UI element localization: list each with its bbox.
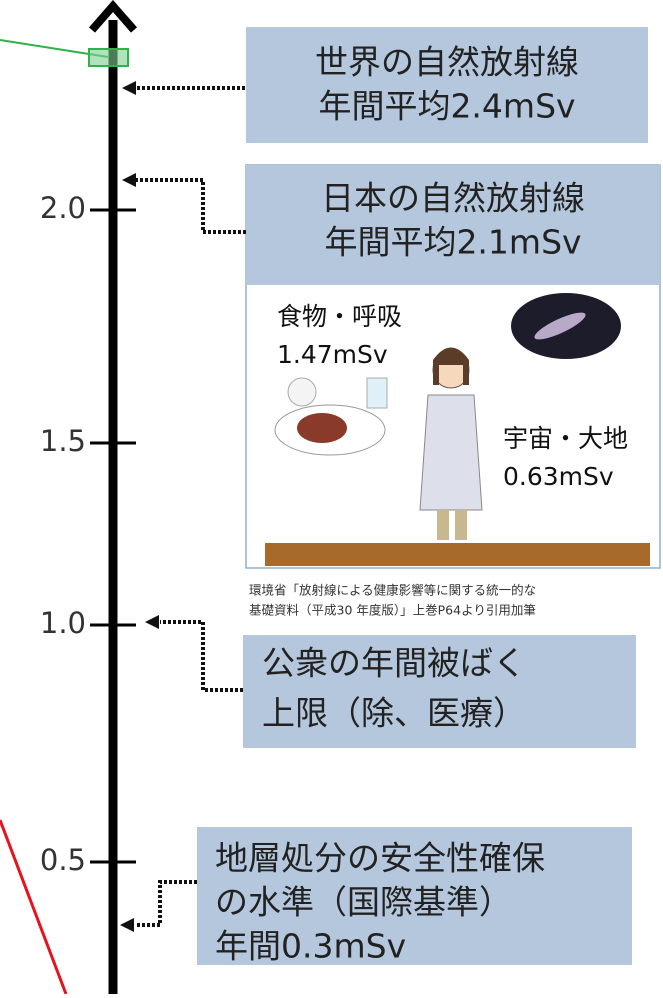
box — [246, 165, 660, 285]
box — [243, 635, 636, 748]
galaxy-core — [534, 312, 586, 340]
illustration-label: 0.63mSv — [503, 462, 614, 491]
tick-label: 1.0 — [40, 606, 86, 640]
body — [419, 394, 483, 511]
box-text: 日本の自然放射線 — [321, 179, 585, 218]
illustration-label: 宇宙・大地 — [503, 424, 628, 453]
box-text: の水準（国際基準） — [215, 883, 512, 922]
glass — [366, 377, 388, 409]
tick-label: 0.5 — [40, 843, 86, 877]
arrow — [135, 178, 246, 234]
ground — [265, 543, 650, 566]
tick-label: 2.0 — [40, 191, 86, 225]
box — [197, 827, 632, 965]
leg — [455, 510, 467, 540]
box-text: 年間0.3mSv — [215, 927, 406, 966]
arrow — [135, 880, 197, 927]
box-text: 地層処分の安全性確保 — [215, 839, 545, 878]
box-text: 世界の自然放射線 — [315, 43, 579, 82]
box-text: 年間平均2.4mSv — [318, 87, 575, 126]
food — [297, 413, 347, 443]
arrow-head — [122, 173, 136, 187]
arrow — [160, 620, 243, 692]
axis-arrow — [88, 0, 138, 33]
illustration-label: 1.47mSv — [277, 340, 388, 369]
leg — [437, 510, 449, 540]
illustration-label: 食物・呼吸 — [277, 302, 402, 331]
box-text: 上限（除、医療） — [262, 694, 526, 733]
arrow-head — [122, 81, 136, 95]
rice — [287, 377, 317, 407]
tick-label: 1.5 — [40, 424, 86, 458]
box-text: 公衆の年間被ばく — [262, 644, 526, 683]
caption: 基礎資料（平成30 年度版）」上巻P64より引用加筆 — [249, 603, 536, 618]
red-line — [0, 819, 68, 995]
marker — [88, 48, 129, 67]
arrow-head — [120, 918, 134, 932]
arrow-head — [145, 615, 159, 629]
caption: 環境省「放射線による健康影響等に関する統一的な — [249, 583, 536, 598]
box-text: 年間平均2.1mSv — [324, 223, 581, 262]
hair — [433, 347, 469, 385]
box — [246, 27, 648, 143]
